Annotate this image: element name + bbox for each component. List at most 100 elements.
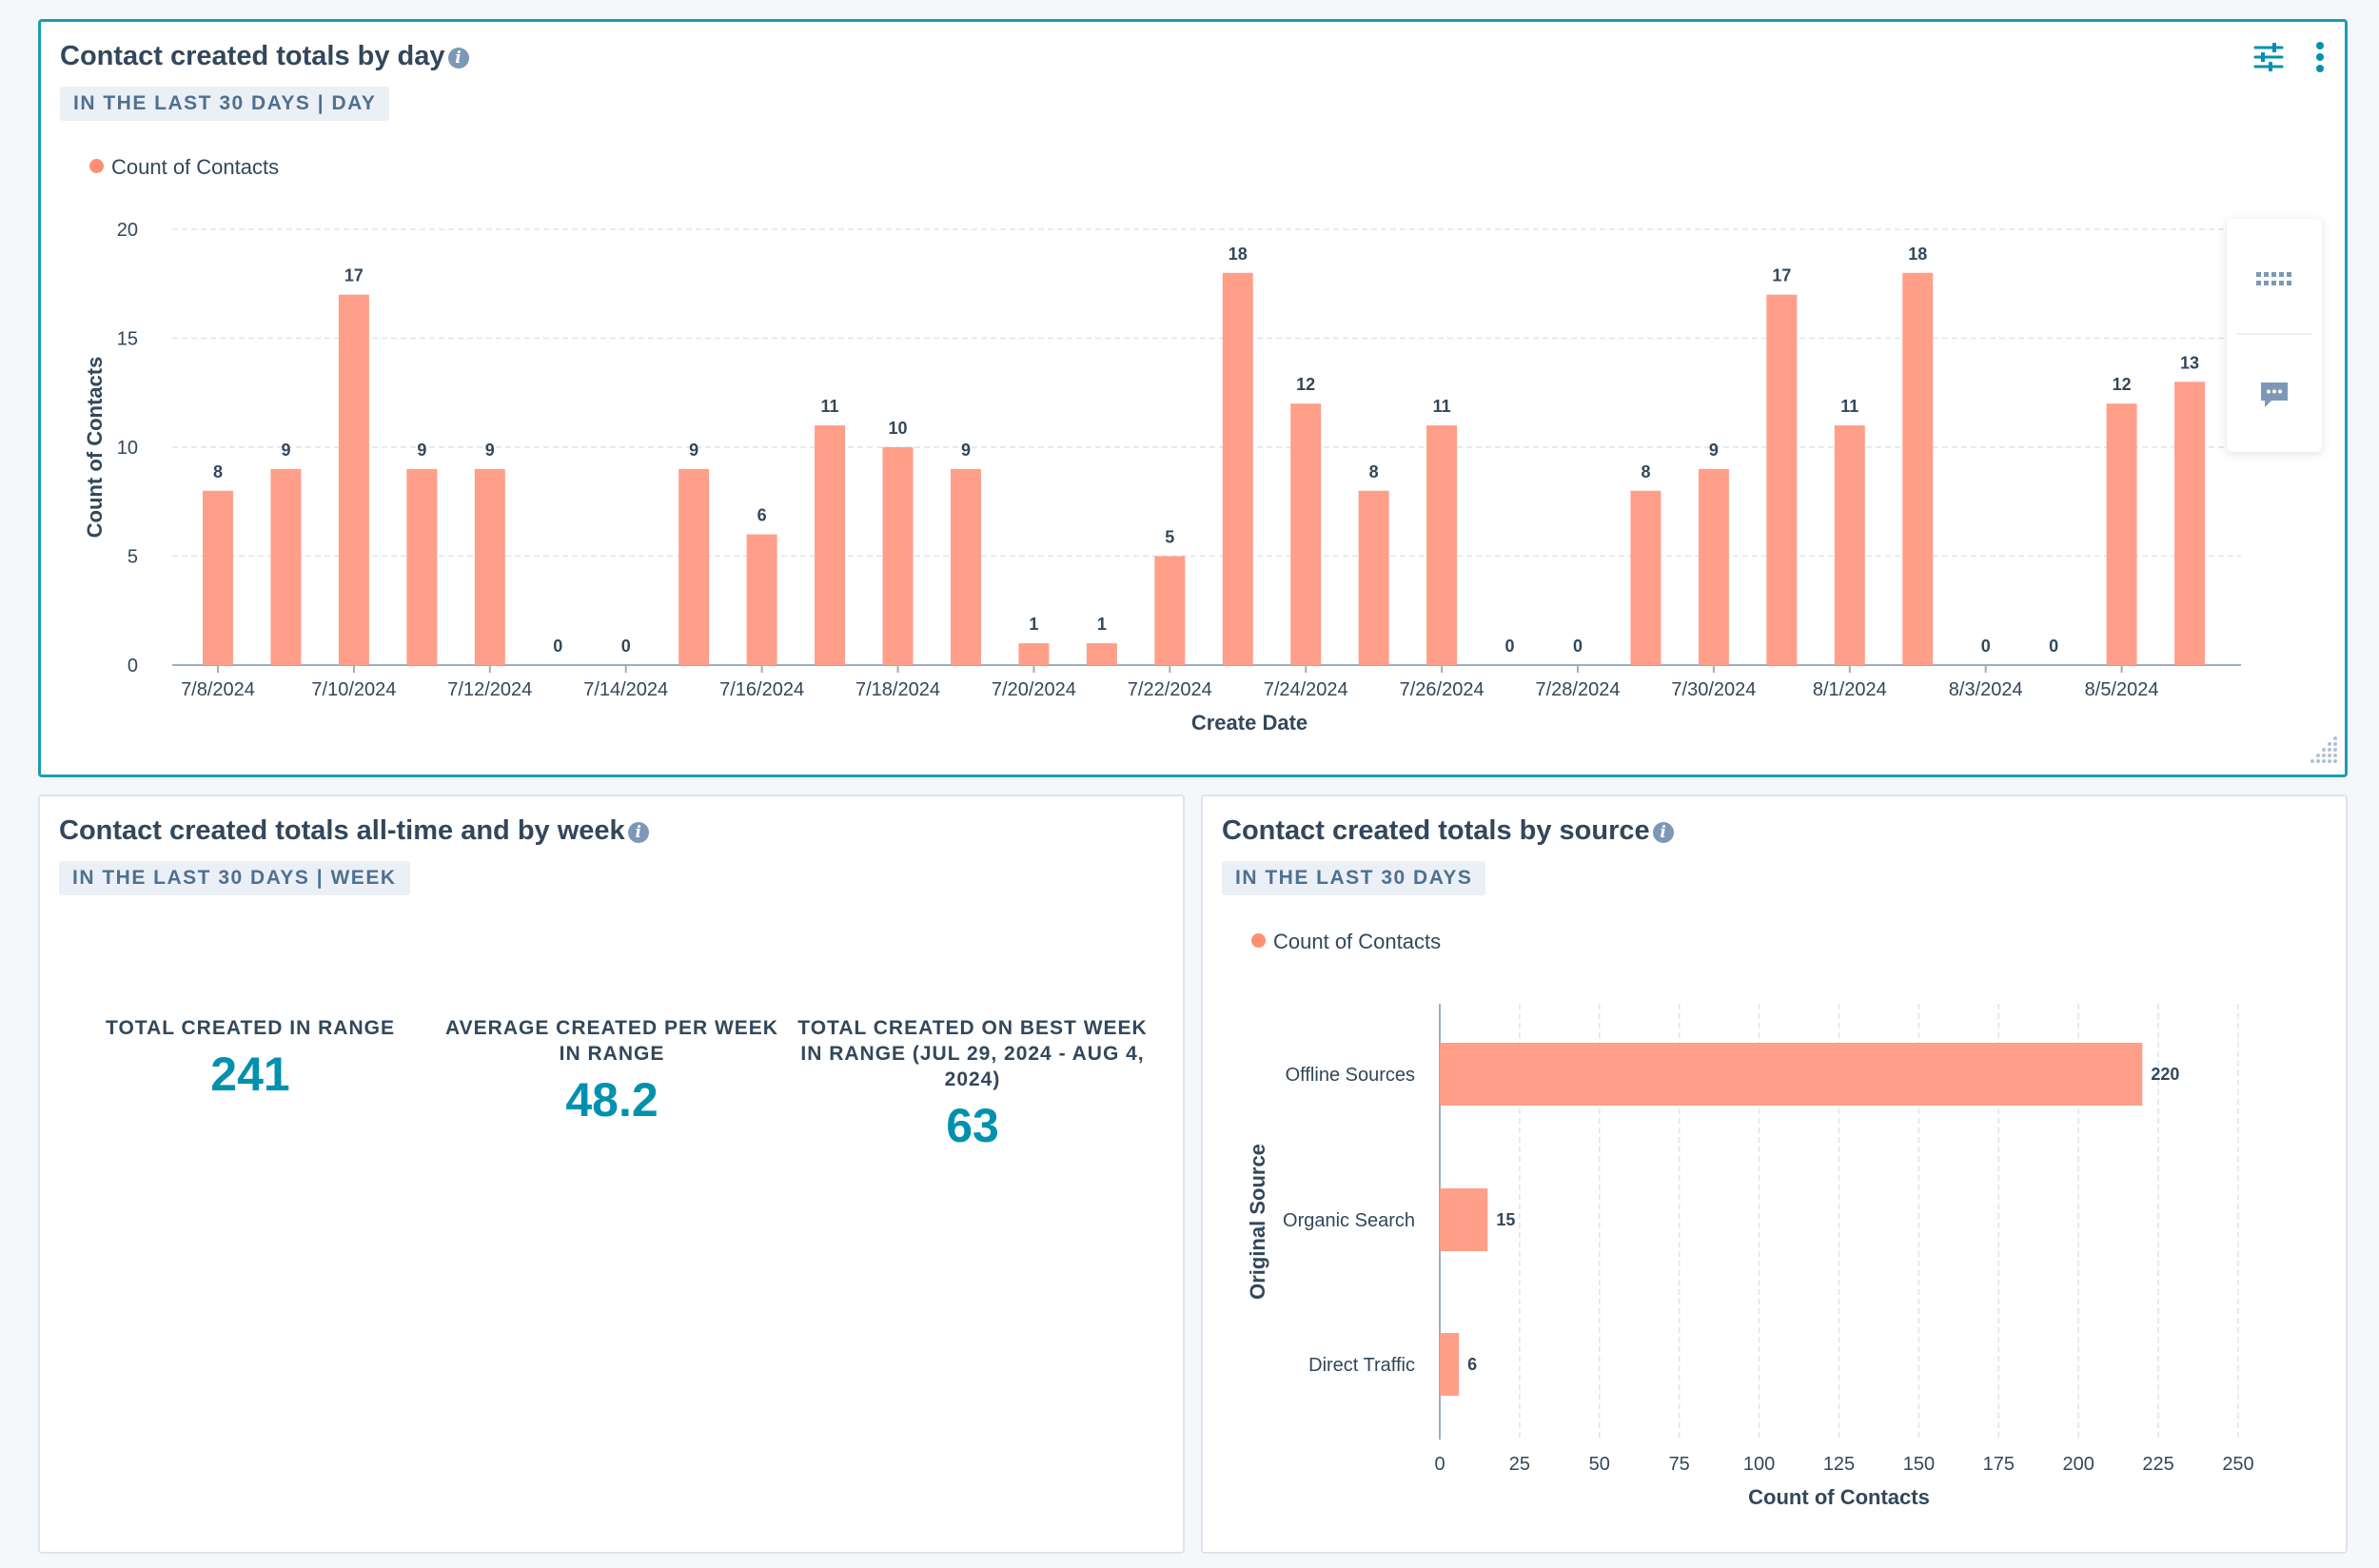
bar (2174, 382, 2206, 665)
bar (1290, 403, 1322, 665)
data-label: 9 (281, 441, 290, 460)
kpi-label: TOTAL CREATED IN RANGE (106, 1017, 395, 1039)
x-tick-label: 25 (1509, 1454, 1530, 1475)
x-axis-title: Count of Contacts (1748, 1485, 1930, 1509)
data-label: 5 (1165, 528, 1174, 547)
data-label: 220 (2151, 1065, 2179, 1084)
data-label: 10 (888, 419, 907, 438)
bar (270, 468, 302, 665)
data-label: 1 (1097, 615, 1107, 634)
data-label: 18 (1908, 245, 1927, 264)
resize-grip-icon[interactable] (2301, 731, 2339, 769)
card-title: Contact created totals by day i (60, 41, 469, 72)
bar (1440, 1188, 1488, 1251)
data-label: 0 (1981, 637, 1991, 656)
data-label: 6 (1467, 1355, 1477, 1374)
contacts-by-source-card[interactable]: Contact created totals by source i IN THE… (1201, 794, 2348, 1554)
bar (815, 425, 846, 665)
bar (474, 468, 505, 665)
y-category-label: Offline Sources (1286, 1065, 1415, 1086)
more-vertical-icon[interactable] (2314, 41, 2326, 78)
data-label: 15 (1496, 1210, 1515, 1229)
date-range-tag: IN THE LAST 30 DAYS | DAY (60, 87, 390, 121)
data-label: 17 (1772, 266, 1791, 285)
bar (1018, 643, 1050, 665)
y-tick-label: 20 (117, 220, 138, 241)
legend-label: Count of Contacts (1273, 930, 1442, 953)
info-icon[interactable]: i (1652, 822, 1674, 843)
x-axis-title: Create Date (1191, 711, 1307, 735)
y-axis-title: Count of Contacts (83, 357, 107, 539)
kpi-value: 241 (210, 1048, 290, 1101)
x-tick-label: 200 (2063, 1454, 2094, 1475)
keyboard-shortcuts-button[interactable] (2227, 228, 2322, 333)
card-title-text: Contact created totals by source (1222, 815, 1650, 846)
bar (203, 490, 233, 665)
x-tick-label: 7/26/2024 (1400, 679, 1484, 700)
x-tick-label: 75 (1669, 1454, 1690, 1475)
contacts-by-source-chart: 0 25 50 75 100 125 150 175 200 225 250 220 Offline S… (1246, 1004, 2254, 1509)
x-tick-label: 7/20/2024 (992, 679, 1076, 700)
bar (1698, 468, 1729, 665)
y-tick-label: 0 (128, 656, 138, 676)
chat-icon (2261, 382, 2288, 407)
data-label: 11 (1840, 397, 1858, 416)
x-tick-label: 50 (1589, 1454, 1610, 1475)
x-tick-label: 125 (1823, 1454, 1855, 1475)
data-label: 1 (1029, 615, 1038, 634)
data-label: 0 (2049, 637, 2058, 656)
card-toolbar (2251, 41, 2326, 78)
y-tick-label: 5 (128, 547, 138, 568)
bar (2106, 403, 2137, 665)
x-tick-label: 7/28/2024 (1536, 679, 1621, 700)
legend-swatch (89, 159, 104, 173)
x-tick-label: 250 (2222, 1454, 2253, 1475)
data-label: 18 (1229, 245, 1248, 264)
y-category-label: Direct Traffic (1308, 1355, 1415, 1376)
x-tick-label: 7/18/2024 (855, 679, 940, 700)
x-tick-label: 7/10/2024 (311, 679, 396, 700)
data-label: 0 (1573, 637, 1583, 656)
filter-sliders-icon[interactable] (2251, 42, 2286, 77)
y-tick-label: 10 (117, 438, 138, 459)
legend-swatch (1251, 933, 1266, 948)
x-tick-label: 8/1/2024 (1813, 679, 1887, 700)
data-label: 9 (689, 441, 698, 460)
data-label: 9 (961, 441, 971, 460)
data-label: 8 (213, 462, 223, 481)
card-title: Contact created totals by source i (1222, 815, 1674, 847)
contacts-by-day-card[interactable]: Contact created totals by day i IN THE LA… (38, 19, 2348, 777)
chart-legend[interactable]: Count of Contacts (1251, 930, 1441, 954)
info-icon[interactable]: i (447, 48, 469, 69)
y-category-label: Organic Search (1283, 1210, 1415, 1231)
bar (1440, 1043, 2143, 1106)
kpi-average-per-week: AVERAGE CREATED PER WEEK IN RANGE 48.2 (426, 1015, 797, 1127)
y-axis-title: Original Source (1246, 1144, 1269, 1300)
kpi-value: 48.2 (565, 1073, 659, 1127)
bar (406, 468, 438, 665)
data-label: 9 (1709, 441, 1719, 460)
contacts-by-week-card[interactable]: Contact created totals all-time and by w… (38, 794, 1185, 1554)
data-label: 8 (1369, 462, 1379, 481)
x-tick-label: 8/3/2024 (1949, 679, 2023, 700)
bar (1086, 643, 1117, 665)
kpi-label: AVERAGE CREATED PER WEEK IN RANGE (445, 1017, 778, 1065)
card-title-text: Contact created totals all-time and by w… (59, 815, 625, 846)
chat-button[interactable] (2227, 343, 2322, 447)
bar (1902, 272, 1934, 665)
x-tick-label: 7/16/2024 (719, 679, 804, 700)
x-tick-label: 100 (1743, 1454, 1775, 1475)
x-tick-label: 7/22/2024 (1128, 679, 1212, 700)
data-label: 8 (1641, 462, 1650, 481)
data-label: 9 (485, 441, 495, 460)
x-tick-label: 150 (1903, 1454, 1935, 1475)
info-icon[interactable]: i (627, 822, 649, 843)
bar (1630, 490, 1661, 665)
bar (1426, 425, 1458, 665)
data-label: 0 (621, 637, 631, 656)
x-tick-label: 7/24/2024 (1264, 679, 1348, 700)
chart-legend[interactable]: Count of Contacts (89, 155, 279, 180)
data-label: 12 (2113, 375, 2132, 394)
bar (1358, 490, 1389, 665)
